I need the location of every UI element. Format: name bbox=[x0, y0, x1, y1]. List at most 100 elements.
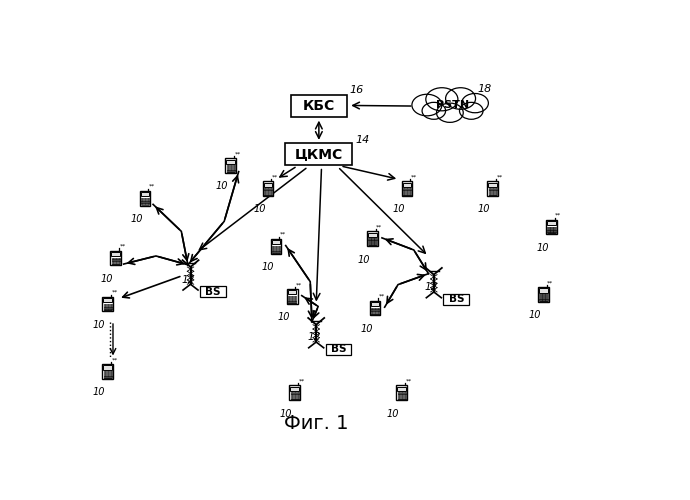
Bar bbox=[141, 203, 144, 204]
Bar bbox=[542, 296, 544, 297]
Bar bbox=[398, 399, 406, 400]
Bar bbox=[374, 311, 376, 312]
Text: 10: 10 bbox=[130, 214, 143, 224]
Circle shape bbox=[446, 88, 475, 110]
Text: 10: 10 bbox=[253, 204, 266, 214]
Text: PSTN: PSTN bbox=[436, 100, 469, 110]
Bar bbox=[225, 158, 236, 173]
Bar bbox=[264, 194, 266, 195]
Bar bbox=[545, 298, 548, 299]
Circle shape bbox=[412, 94, 442, 116]
Bar bbox=[444, 294, 469, 305]
Text: **: ** bbox=[406, 378, 412, 384]
Bar bbox=[539, 288, 548, 292]
Bar bbox=[102, 297, 113, 312]
Text: 12: 12 bbox=[425, 282, 438, 292]
Bar bbox=[104, 371, 106, 372]
Bar bbox=[226, 168, 229, 170]
Bar bbox=[263, 182, 273, 196]
Bar bbox=[403, 188, 406, 190]
Bar bbox=[291, 296, 293, 298]
Bar bbox=[487, 182, 498, 196]
Bar bbox=[270, 188, 273, 190]
Text: **: ** bbox=[111, 357, 117, 362]
Bar bbox=[397, 398, 400, 399]
Circle shape bbox=[462, 94, 489, 112]
Bar bbox=[374, 242, 377, 243]
Bar bbox=[115, 261, 117, 262]
Text: 10: 10 bbox=[537, 243, 549, 253]
Bar bbox=[371, 313, 373, 314]
Text: 10: 10 bbox=[280, 408, 293, 418]
Bar bbox=[272, 248, 275, 249]
Bar bbox=[147, 203, 149, 204]
Bar bbox=[270, 192, 273, 193]
Bar bbox=[551, 230, 553, 232]
Text: КБС: КБС bbox=[303, 99, 335, 113]
Text: 10: 10 bbox=[101, 274, 113, 284]
Text: **: ** bbox=[411, 174, 417, 180]
Bar bbox=[233, 170, 235, 172]
Bar bbox=[489, 182, 497, 186]
Text: 16: 16 bbox=[350, 86, 364, 96]
Text: **: ** bbox=[379, 294, 385, 298]
Bar bbox=[553, 227, 555, 228]
Bar bbox=[547, 232, 550, 234]
Bar bbox=[371, 244, 373, 245]
Bar bbox=[368, 232, 377, 236]
Bar bbox=[368, 245, 376, 246]
Bar bbox=[540, 296, 542, 297]
Bar bbox=[547, 227, 550, 228]
Bar bbox=[272, 240, 280, 244]
Text: 10: 10 bbox=[92, 388, 105, 398]
Bar bbox=[144, 203, 146, 204]
Bar bbox=[288, 300, 290, 301]
Bar bbox=[495, 194, 497, 195]
Bar bbox=[115, 258, 117, 259]
Bar bbox=[377, 313, 380, 314]
Bar bbox=[374, 313, 376, 314]
Bar bbox=[542, 298, 544, 299]
Bar bbox=[112, 261, 114, 262]
Bar bbox=[141, 192, 149, 196]
Bar bbox=[545, 296, 548, 297]
Bar bbox=[104, 304, 106, 305]
Bar bbox=[106, 374, 109, 376]
Bar bbox=[409, 192, 411, 193]
Bar bbox=[297, 394, 299, 396]
Bar bbox=[104, 374, 106, 376]
Bar bbox=[264, 192, 266, 193]
Bar bbox=[230, 168, 232, 170]
Bar bbox=[404, 195, 411, 196]
Bar bbox=[267, 188, 269, 190]
Text: **: ** bbox=[496, 174, 502, 180]
Text: 12: 12 bbox=[181, 274, 195, 284]
Bar bbox=[491, 192, 494, 193]
Bar bbox=[289, 386, 300, 400]
Bar bbox=[403, 182, 411, 186]
Bar bbox=[106, 373, 109, 374]
Bar bbox=[233, 167, 235, 168]
Bar bbox=[397, 396, 400, 397]
Bar bbox=[264, 188, 266, 190]
Bar bbox=[297, 396, 299, 397]
Bar bbox=[404, 396, 406, 397]
Text: BS: BS bbox=[331, 344, 346, 354]
Bar bbox=[290, 396, 293, 397]
Bar bbox=[110, 376, 112, 378]
Bar bbox=[278, 246, 280, 248]
Text: 10: 10 bbox=[277, 312, 290, 322]
Bar bbox=[117, 258, 120, 259]
Bar bbox=[110, 250, 121, 266]
Bar bbox=[489, 188, 491, 190]
Bar bbox=[230, 167, 232, 168]
Bar bbox=[403, 192, 406, 193]
Bar bbox=[291, 300, 293, 301]
Bar bbox=[401, 396, 403, 397]
Bar bbox=[226, 167, 229, 168]
Bar bbox=[272, 246, 275, 248]
Bar bbox=[374, 240, 377, 242]
Text: **: ** bbox=[272, 174, 278, 180]
Bar bbox=[264, 195, 272, 196]
Bar bbox=[377, 311, 380, 312]
